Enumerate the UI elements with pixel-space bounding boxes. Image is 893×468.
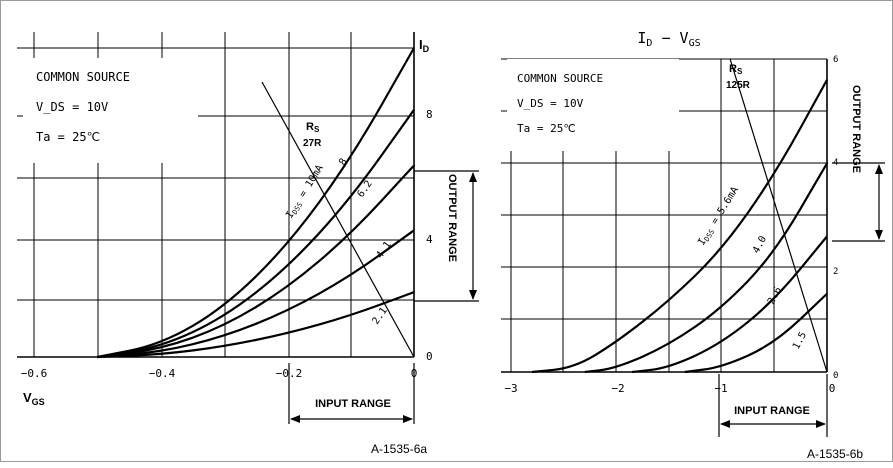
chart-b-output-range-label: OUTPUT RANGE <box>850 85 862 173</box>
chart-b-load-line <box>729 58 828 373</box>
chart-b-info-line-2: V_DS = 10V <box>517 97 584 110</box>
chart-b-curve-label-4: 1.5 <box>791 330 809 351</box>
chart-b-input-range-label: INPUT RANGE <box>734 405 810 417</box>
chart-b-curve-3 <box>632 235 828 374</box>
chart-b-curve-label-2: 4.0 <box>751 234 769 255</box>
chart-b-x-tick-4: 0 <box>829 382 836 395</box>
chart-b-curve-label-3: 2.6 <box>766 285 784 306</box>
chart-b-y-tick-0: 0 <box>833 371 838 381</box>
chart-a-curve-label-3: 6.2 <box>355 179 374 200</box>
chart-a-rs-label: RS <box>306 121 320 134</box>
chart-a-info-line-2: V_DS = 10V <box>36 100 108 114</box>
chart-a-curve-4 <box>97 229 415 359</box>
chart-b-x-tick-1: −3 <box>504 382 517 395</box>
chart-a-curve-label-1: IDSS = 10mA <box>284 163 326 221</box>
chart-a-y-tick-8: 8 <box>426 108 433 121</box>
chart-a-y-axis-label: ID <box>419 37 430 54</box>
chart-b-rs-label: RS <box>729 63 743 76</box>
chart-a-input-range-label: INPUT RANGE <box>315 398 391 410</box>
chart-a-output-range-label: OUTPUT RANGE <box>446 174 458 262</box>
chart-a-info-line-1: COMMON SOURCE <box>36 70 130 84</box>
chart-a-input-range <box>288 363 415 424</box>
chart-b-info-line-3: Ta = 25℃ <box>517 122 576 135</box>
chart-a-curve-1 <box>97 47 415 359</box>
chart-b-curves <box>531 79 828 374</box>
chart-b-figure-id: A-1535-6b <box>807 447 863 461</box>
chart-b-y-tick-6: 6 <box>833 55 838 65</box>
chart-a-output-range <box>414 170 479 302</box>
chart-b-rs-value: 125R <box>726 80 751 91</box>
chart-b-info-box <box>507 59 679 151</box>
chart-b-curve-1 <box>531 79 828 374</box>
chart-a-curve-label-4: 4.1 <box>374 240 393 261</box>
chart-a-curve-2 <box>97 109 415 359</box>
chart-b-curve-label-1: IDSS = 5.6mA <box>696 185 742 248</box>
chart-a-curve-label-2: 8 <box>337 157 350 168</box>
chart-b-x-tick-3: −1 <box>714 382 727 395</box>
chart-a-x-axis-label: VGS <box>23 390 45 407</box>
chart-b-curve-4 <box>684 292 828 374</box>
chart-a-info-line-3: Ta = 25℃ <box>36 130 100 144</box>
chart-b-y-tick-2: 2 <box>833 267 838 277</box>
chart-a-y-tick-0: 0 <box>426 350 433 363</box>
chart-a-rs-value: 27R <box>303 138 322 149</box>
chart-a-curve-5 <box>97 291 415 359</box>
chart-b-info-line-1: COMMON SOURCE <box>517 72 603 85</box>
chart-b: ID − VGS COMMON SOURCE V_DS = 10V Ta = 2… <box>501 29 885 461</box>
chart-a: COMMON SOURCE V_DS = 10V Ta = 25℃ −0.6 −… <box>17 32 479 456</box>
chart-a-curves <box>97 47 415 359</box>
chart-b-x-tick-2: −2 <box>611 382 624 395</box>
chart-a-info-box <box>23 58 198 163</box>
chart-b-input-range <box>718 374 828 437</box>
chart-b-output-range <box>832 162 885 242</box>
chart-a-x-tick-1: −0.6 <box>21 367 48 380</box>
chart-a-figure-id: A-1535-6a <box>371 442 427 456</box>
chart-a-x-tick-2: −0.4 <box>149 367 176 380</box>
chart-a-curve-3 <box>97 164 415 359</box>
chart-a-load-line <box>261 81 415 358</box>
chart-b-title: ID − VGS <box>637 29 700 49</box>
chart-b-curve-2 <box>584 162 828 374</box>
chart-a-y-tick-4: 4 <box>426 233 433 246</box>
